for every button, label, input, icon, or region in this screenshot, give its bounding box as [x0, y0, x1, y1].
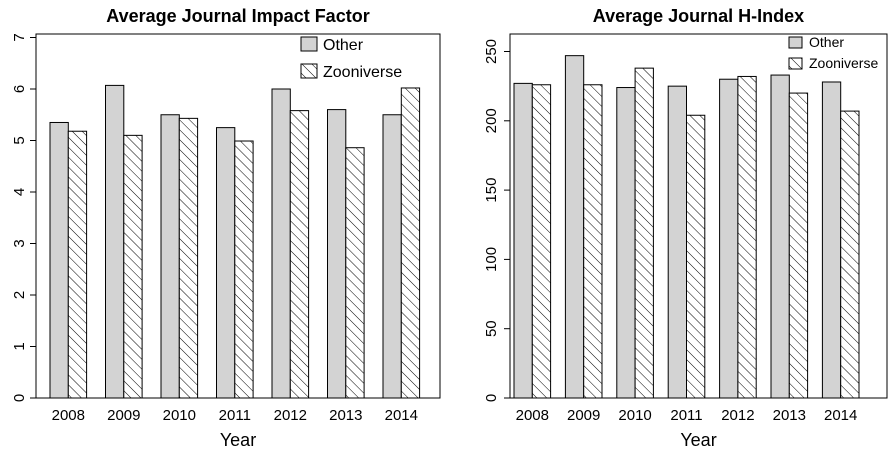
- x-tick-label: 2011: [219, 407, 251, 424]
- bar-zooniverse-2011: [686, 114, 706, 399]
- x-tick-label: 2009: [107, 407, 140, 424]
- legend-label-zooniverse: Zooniverse: [809, 55, 878, 71]
- y-tick-label: 200: [483, 108, 500, 133]
- bar-zooniverse-2013: [345, 147, 365, 399]
- bar-zooniverse-2011: [234, 140, 254, 399]
- y-tick-label: 50: [483, 320, 500, 337]
- plot-frame: [509, 33, 888, 399]
- x-tick-label: 2013: [329, 407, 362, 424]
- legend-swatch-zooniverse: [300, 63, 318, 79]
- bar-other-2010: [160, 114, 180, 399]
- bar-other-2010: [616, 87, 636, 399]
- plot-frame: [35, 33, 441, 399]
- legend-swatch-zooniverse: [788, 57, 803, 70]
- bar-other-2013: [770, 74, 790, 399]
- bar-other-2009: [564, 55, 585, 399]
- x-tick-label: 2010: [163, 407, 196, 424]
- x-tick-label: 2012: [721, 407, 754, 424]
- bar-zooniverse-2014: [840, 110, 860, 399]
- legend-swatch-other: [300, 36, 318, 52]
- x-tick-label: 2014: [385, 407, 418, 424]
- bar-other-2011: [216, 127, 236, 399]
- x-tick-label: 2008: [52, 407, 85, 424]
- legend-label-zooniverse: Zooniverse: [323, 64, 402, 81]
- y-tick-label: 3: [11, 239, 28, 247]
- x-tick-label: 2008: [516, 407, 549, 424]
- chart-title: Average Journal H-Index: [593, 6, 804, 26]
- bar-other-2014: [382, 114, 402, 399]
- y-tick-label: 100: [483, 247, 500, 272]
- x-axis-label: Year: [220, 430, 256, 450]
- h-index-chart: Average Journal H-Index 2008 2009 2010 2011 2…: [483, 6, 888, 450]
- x-tick-label: 2013: [773, 407, 806, 424]
- x-tick-label: 2010: [618, 407, 651, 424]
- bar-zooniverse-2014: [400, 87, 421, 399]
- x-tick-label: 2011: [670, 407, 702, 424]
- bar-zooniverse-2012: [737, 75, 757, 399]
- bar-zooniverse-2008: [531, 84, 552, 399]
- y-tick-label: 150: [483, 178, 500, 203]
- bar-other-2014: [821, 81, 842, 399]
- bar-other-2012: [719, 78, 739, 399]
- bar-zooniverse-2009: [123, 134, 143, 399]
- y-tick-label: 1: [11, 342, 28, 350]
- x-tick-label: 2012: [274, 407, 307, 424]
- bar-zooniverse-2012: [289, 110, 310, 399]
- y-tick-label: 0: [11, 394, 28, 402]
- bar-zooniverse-2009: [583, 84, 603, 399]
- bar-other-2013: [327, 109, 347, 399]
- bar-zooniverse-2010: [178, 117, 199, 399]
- legend-label-other: Other: [809, 34, 844, 50]
- bar-other-2009: [105, 84, 125, 399]
- bar-zooniverse-2008: [67, 130, 88, 399]
- y-tick-label: 2: [11, 291, 28, 299]
- chart-title: Average Journal Impact Factor: [106, 6, 369, 26]
- legend-label-other: Other: [323, 37, 364, 54]
- x-axis-label: Year: [680, 430, 716, 450]
- y-tick-label: 5: [11, 136, 28, 144]
- y-tick-label: 250: [483, 39, 500, 64]
- y-tick-label: 7: [11, 33, 28, 41]
- y-tick-label: 0: [483, 394, 500, 402]
- bar-zooniverse-2013: [788, 92, 809, 399]
- bar-other-2008: [513, 82, 533, 399]
- bar-other-2012: [271, 88, 291, 399]
- legend-swatch-other: [788, 36, 803, 49]
- y-tick-label: 6: [11, 85, 28, 93]
- x-tick-label: 2014: [824, 407, 857, 424]
- x-tick-label: 2009: [567, 407, 600, 424]
- bar-other-2011: [667, 85, 688, 399]
- y-tick-label: 4: [11, 188, 28, 196]
- bar-zooniverse-2010: [634, 67, 654, 399]
- bar-other-2008: [49, 121, 69, 399]
